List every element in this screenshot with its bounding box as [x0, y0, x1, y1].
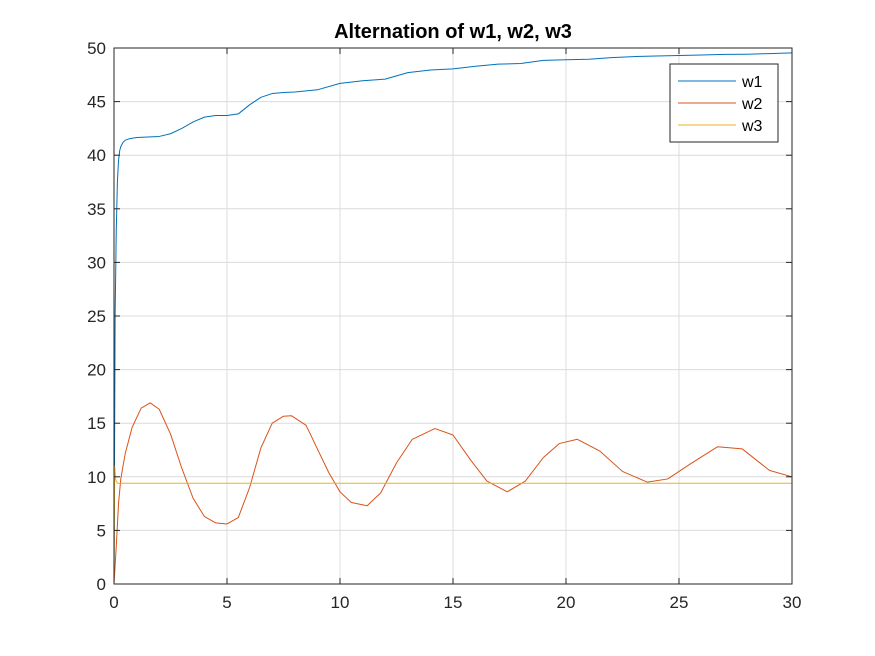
x-tick-label: 0: [109, 593, 118, 612]
series-line-w1: [113, 52, 793, 585]
axis-ticks: 0 5 10 15 20 25 30 0 5 10 15 20 25 30 35 40 45 50: [87, 39, 801, 612]
y-tick-label: 10: [87, 468, 106, 487]
x-tick-label: 30: [783, 593, 802, 612]
y-tick-label: 30: [87, 253, 106, 272]
x-tick-label: 5: [222, 593, 231, 612]
series-line-w2: [113, 402, 793, 585]
y-tick-label: 20: [87, 361, 106, 380]
legend-label-w1: w1: [741, 74, 763, 91]
y-tick-label: 5: [97, 521, 106, 540]
y-tick-label: 45: [87, 93, 106, 112]
y-tick-label: 50: [87, 39, 106, 58]
x-tick-label: 20: [557, 593, 576, 612]
legend: w1 w2 w3: [669, 63, 779, 143]
y-tick-label: 35: [87, 200, 106, 219]
chart-title: Alternation of w1, w2, w3: [334, 21, 572, 43]
y-tick-label: 0: [97, 575, 106, 594]
legend-label-w3: w3: [741, 118, 763, 135]
y-tick-label: 25: [87, 307, 106, 326]
x-tick-label: 10: [331, 593, 350, 612]
x-tick-label: 25: [670, 593, 689, 612]
y-tick-label: 15: [87, 414, 106, 433]
legend-label-w2: w2: [741, 96, 763, 113]
x-tick-label: 15: [444, 593, 463, 612]
y-tick-label: 40: [87, 146, 106, 165]
